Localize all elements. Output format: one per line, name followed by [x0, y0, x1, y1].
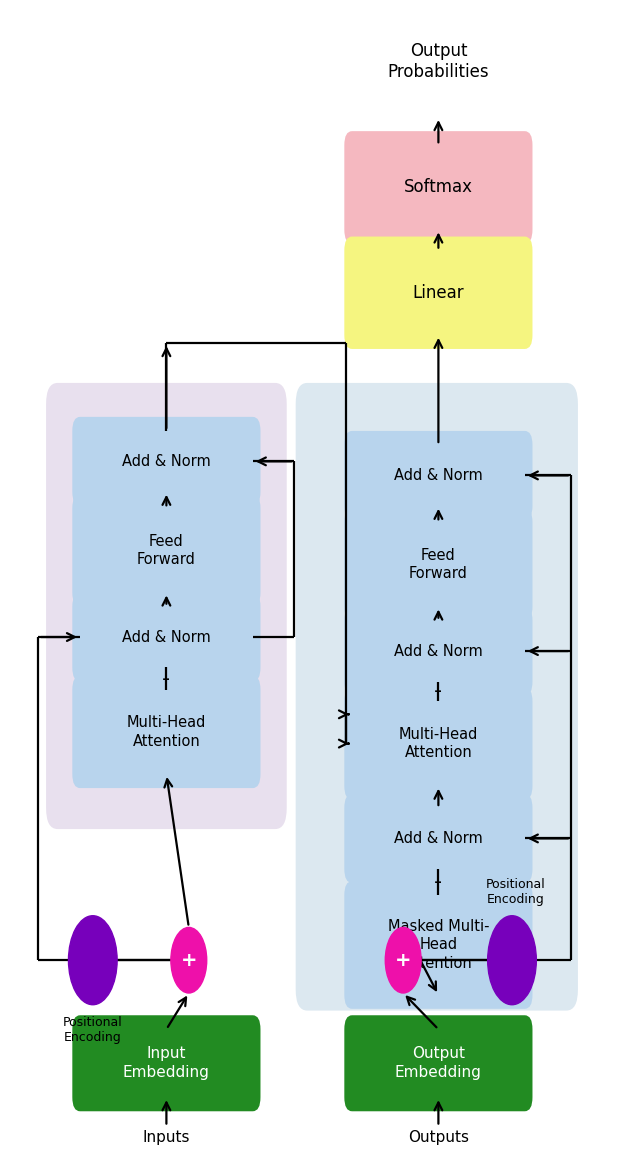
Text: Linear: Linear: [413, 283, 464, 302]
FancyBboxPatch shape: [344, 687, 532, 800]
Text: -: -: [435, 682, 442, 701]
FancyBboxPatch shape: [344, 508, 532, 621]
Circle shape: [385, 927, 421, 993]
Text: +: +: [395, 951, 412, 970]
FancyBboxPatch shape: [296, 383, 578, 1011]
Text: Add & Norm: Add & Norm: [122, 454, 211, 468]
Text: Masked Multi-
Head
Attention: Masked Multi- Head Attention: [388, 919, 489, 971]
Text: Input
Embedding: Input Embedding: [123, 1047, 210, 1080]
Text: Outputs: Outputs: [408, 1130, 469, 1145]
Text: Output
Probabilities: Output Probabilities: [388, 42, 489, 81]
Text: Feed
Forward: Feed Forward: [409, 548, 468, 581]
Text: Add & Norm: Add & Norm: [394, 831, 483, 845]
FancyBboxPatch shape: [344, 881, 532, 1009]
FancyBboxPatch shape: [344, 431, 532, 520]
FancyBboxPatch shape: [46, 383, 287, 829]
Circle shape: [488, 916, 536, 1005]
Text: Inputs: Inputs: [143, 1130, 190, 1145]
Text: Multi-Head
Attention: Multi-Head Attention: [399, 727, 478, 760]
Text: -: -: [163, 669, 170, 689]
FancyBboxPatch shape: [344, 607, 532, 696]
FancyBboxPatch shape: [72, 1015, 260, 1111]
FancyBboxPatch shape: [344, 1015, 532, 1111]
FancyBboxPatch shape: [72, 494, 260, 607]
Text: Positional
Encoding: Positional Encoding: [485, 878, 545, 906]
Text: Add & Norm: Add & Norm: [394, 468, 483, 482]
FancyBboxPatch shape: [344, 237, 532, 349]
Text: Softmax: Softmax: [404, 178, 473, 197]
Circle shape: [68, 916, 117, 1005]
FancyBboxPatch shape: [72, 417, 260, 506]
Text: Add & Norm: Add & Norm: [122, 630, 211, 644]
Text: Multi-Head
Attention: Multi-Head Attention: [127, 715, 206, 748]
Text: -: -: [435, 872, 442, 892]
FancyBboxPatch shape: [344, 794, 532, 883]
Text: Positional
Encoding: Positional Encoding: [63, 1016, 123, 1045]
FancyBboxPatch shape: [344, 131, 532, 244]
FancyBboxPatch shape: [72, 593, 260, 682]
Text: Add & Norm: Add & Norm: [394, 644, 483, 658]
FancyBboxPatch shape: [72, 676, 260, 788]
Text: Feed
Forward: Feed Forward: [137, 534, 196, 567]
Text: Output
Embedding: Output Embedding: [395, 1047, 482, 1080]
Circle shape: [171, 927, 207, 993]
Text: +: +: [180, 951, 197, 970]
